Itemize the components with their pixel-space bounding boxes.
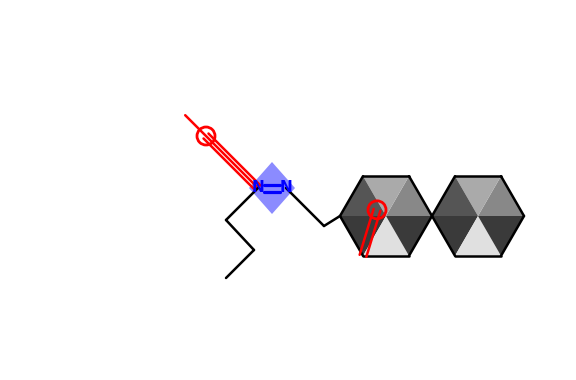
Polygon shape xyxy=(340,216,386,256)
Polygon shape xyxy=(386,176,432,216)
Polygon shape xyxy=(363,216,409,256)
Polygon shape xyxy=(478,176,524,216)
Polygon shape xyxy=(249,162,295,214)
Polygon shape xyxy=(432,176,478,216)
Polygon shape xyxy=(340,176,386,216)
Polygon shape xyxy=(455,176,501,216)
Polygon shape xyxy=(432,216,478,256)
Text: N: N xyxy=(279,180,293,195)
Polygon shape xyxy=(363,176,409,216)
Polygon shape xyxy=(478,216,524,256)
Polygon shape xyxy=(455,216,501,256)
Polygon shape xyxy=(386,216,432,256)
Text: N: N xyxy=(252,180,264,195)
